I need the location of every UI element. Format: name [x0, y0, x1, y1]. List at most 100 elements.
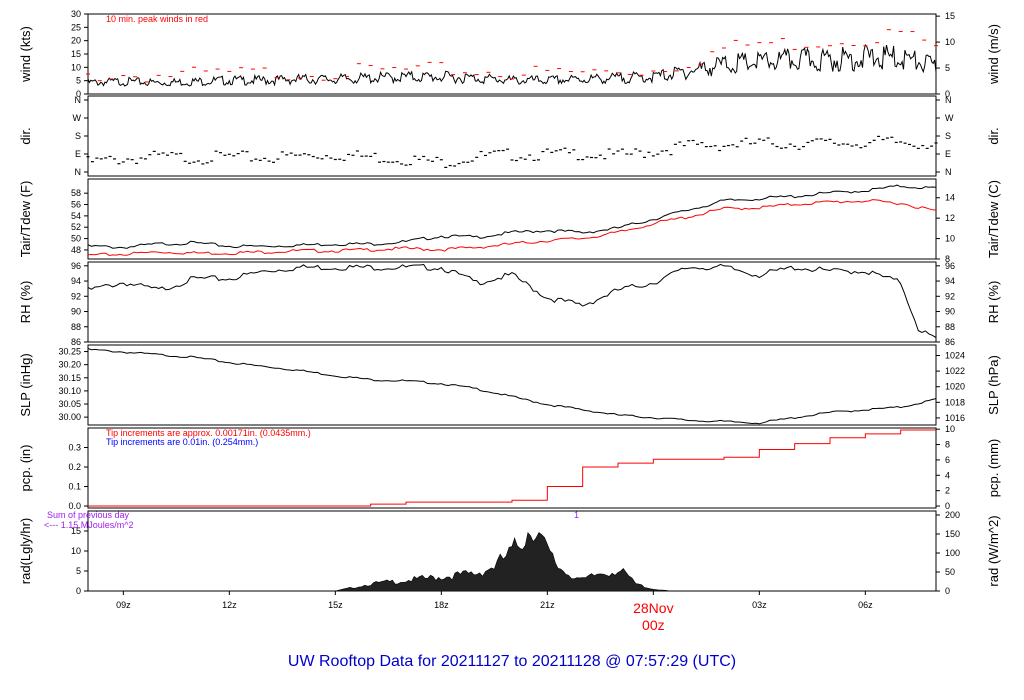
xtick-label: 12z — [222, 600, 237, 610]
rh-ytick-left-label: 96 — [71, 261, 81, 271]
wind-ytick-right-label: 10 — [945, 37, 955, 47]
pcp-ytick-right-label: 0 — [945, 501, 950, 511]
rad-ytick-right-label: 150 — [945, 529, 960, 539]
rad-area-series — [88, 532, 936, 592]
rh-ytick-right-label: 90 — [945, 307, 955, 317]
date-label: 28Nov — [633, 600, 673, 616]
xtick-label: 09z — [116, 600, 131, 610]
dir-ylabel-right: dir. — [986, 127, 1001, 144]
pcp-ytick-right-label: 8 — [945, 440, 950, 450]
dir-ytick-right-label: N — [945, 167, 952, 177]
rh-ytick-right-label: 88 — [945, 322, 955, 332]
rh-ytick-left-label: 92 — [71, 291, 81, 301]
temp-ytick-right-label: 10 — [945, 234, 955, 244]
slp-ytick-right-label: 1018 — [945, 397, 965, 407]
rh-ytick-right-label: 92 — [945, 291, 955, 301]
dir-ytick-left-label: W — [73, 113, 82, 123]
slp-ytick-right-label: 1022 — [945, 366, 965, 376]
wind-ytick-left-label: 15 — [71, 49, 81, 59]
rh-ylabel-right: RH (%) — [986, 281, 1001, 324]
xtick-label: 06z — [858, 600, 873, 610]
rh-ytick-left-label: 94 — [71, 276, 81, 286]
temp-ytick-left-label: 54 — [71, 211, 81, 221]
wind-ytick-right-label: 0 — [945, 89, 950, 99]
dir-panel-frame — [87, 95, 937, 177]
dir-ytick-right-label: N — [945, 95, 952, 105]
pcp-ylabel-left: pcp. (in) — [18, 445, 33, 492]
rad-ytick-left-label: 0 — [76, 586, 81, 596]
temp-line-series — [87, 184, 937, 249]
slp-ytick-left-label: 30.00 — [58, 412, 81, 422]
xtick-label: 18z — [434, 600, 449, 610]
date-hour-label: 00z — [642, 617, 665, 633]
rad-ylabel-right: rad (W/m^2) — [986, 515, 1001, 586]
rad-annotation-sum: Sum of previous day — [47, 510, 130, 520]
rh-ytick-right-label: 96 — [945, 261, 955, 271]
wind-ylabel-right: wind (m/s) — [986, 24, 1001, 85]
wind-ytick-left-label: 25 — [71, 22, 81, 32]
wind-ytick-left-label: 0 — [76, 89, 81, 99]
wind-ytick-left-label: 30 — [71, 9, 81, 19]
rh-ylabel-left: RH (%) — [18, 281, 33, 324]
wind-ytick-left-label: 20 — [71, 36, 81, 46]
rh-ytick-left-label: 88 — [71, 322, 81, 332]
rh-panel-frame — [87, 261, 937, 343]
pcp-ytick-right-label: 10 — [945, 424, 955, 434]
rad-annotation-one: 1 — [574, 510, 579, 520]
rad-ytick-right-label: 0 — [945, 586, 950, 596]
dir-ytick-left-label: E — [75, 149, 81, 159]
temp-ytick-left-label: 56 — [71, 200, 81, 210]
slp-panel-frame — [87, 344, 937, 426]
dir-ytick-right-label: S — [945, 131, 951, 141]
slp-ylabel-left: SLP (inHg) — [18, 353, 33, 416]
temp-ytick-left-label: 58 — [71, 188, 81, 198]
rh-ytick-left-label: 86 — [71, 337, 81, 347]
temp-ytick-left-label: 52 — [71, 222, 81, 232]
temp-ytick-right-label: 8 — [945, 254, 950, 264]
temp-line-series — [87, 199, 937, 257]
temp-ylabel-left: Tair/Tdew (F) — [18, 181, 33, 258]
wind-ylabel-left: wind (kts) — [18, 26, 33, 83]
xtick-label: 15z — [328, 600, 343, 610]
dir-ytick-right-label: E — [945, 149, 951, 159]
page-title: UW Rooftop Data for 20211127 to 20211128… — [288, 653, 736, 670]
pcp-ytick-right-label: 6 — [945, 455, 950, 465]
rad-ytick-right-label: 200 — [945, 510, 960, 520]
temp-ytick-left-label: 48 — [71, 245, 81, 255]
slp-ytick-left-label: 30.10 — [58, 386, 81, 396]
rad-ytick-left-label: 5 — [76, 566, 81, 576]
pcp-step-series — [88, 429, 936, 507]
slp-ytick-right-label: 1024 — [945, 350, 965, 360]
dir-ytick-right-label: W — [945, 113, 954, 123]
wind-line-series — [87, 44, 937, 87]
slp-ytick-left-label: 30.20 — [58, 360, 81, 370]
temp-ytick-left-label: 50 — [71, 234, 81, 244]
wind-ytick-left-label: 5 — [76, 76, 81, 86]
xtick-label: 21z — [540, 600, 555, 610]
rh-ytick-right-label: 86 — [945, 337, 955, 347]
rad-ylabel-left: rad(Lgly/hr) — [18, 518, 33, 584]
temp-ytick-right-label: 12 — [945, 213, 955, 223]
temp-panel-frame — [87, 178, 937, 260]
rad-annotation-value: <--- 1.15 MJoules/m^2 — [44, 520, 134, 530]
slp-ytick-right-label: 1016 — [945, 413, 965, 423]
pcp-annotation-blue: Tip increments are 0.01in. (0.254mm.) — [106, 437, 258, 447]
slp-line-series — [87, 348, 937, 425]
dir-ylabel-left: dir. — [18, 127, 33, 144]
pcp-ytick-left-label: 0.0 — [68, 501, 81, 511]
wind-ytick-left-label: 10 — [71, 62, 81, 72]
slp-ylabel-right: SLP (hPa) — [986, 355, 1001, 415]
rh-ytick-left-label: 90 — [71, 307, 81, 317]
pcp-ytick-right-label: 4 — [945, 470, 950, 480]
rad-ytick-right-label: 100 — [945, 548, 960, 558]
slp-ytick-left-label: 30.05 — [58, 399, 81, 409]
wind-annotation: 10 min. peak winds in red — [106, 14, 208, 24]
pcp-panel-frame — [87, 427, 937, 509]
slp-ytick-left-label: 30.25 — [58, 347, 81, 357]
wind-ytick-right-label: 5 — [945, 63, 950, 73]
pcp-annotation-red: Tip increments are approx. 0.00171in. (0… — [106, 428, 311, 438]
pcp-ytick-left-label: 0.3 — [68, 443, 81, 453]
dir-ytick-left-label: S — [75, 131, 81, 141]
rh-ytick-right-label: 94 — [945, 276, 955, 286]
